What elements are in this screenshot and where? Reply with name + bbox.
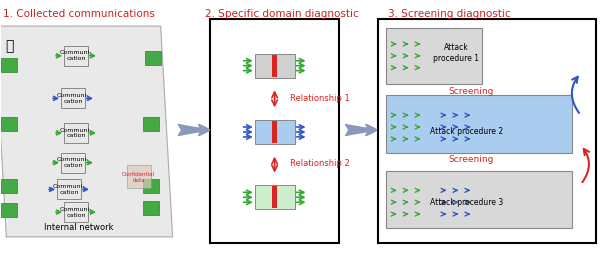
Text: Internal network: Internal network: [44, 223, 114, 232]
FancyBboxPatch shape: [143, 179, 158, 193]
FancyBboxPatch shape: [255, 120, 295, 144]
FancyBboxPatch shape: [255, 54, 295, 77]
FancyBboxPatch shape: [255, 185, 295, 209]
Text: Communi-
cation: Communi- cation: [53, 184, 85, 195]
Bar: [272, 55, 277, 77]
Text: Relationship 2: Relationship 2: [290, 159, 350, 168]
Text: Screening: Screening: [449, 87, 494, 96]
FancyBboxPatch shape: [211, 19, 339, 243]
FancyBboxPatch shape: [1, 117, 17, 131]
Text: Communi-
cation: Communi- cation: [60, 207, 92, 218]
FancyBboxPatch shape: [386, 28, 482, 83]
Text: 3. Screening diagnostic: 3. Screening diagnostic: [388, 9, 510, 19]
Text: Confidential
data: Confidential data: [122, 172, 155, 183]
FancyBboxPatch shape: [386, 171, 572, 228]
FancyBboxPatch shape: [377, 19, 596, 243]
FancyBboxPatch shape: [145, 51, 161, 65]
Bar: [272, 121, 277, 143]
FancyBboxPatch shape: [64, 46, 88, 66]
FancyBboxPatch shape: [1, 179, 17, 193]
Text: 2. Specific domain diagnostic: 2. Specific domain diagnostic: [205, 9, 359, 19]
FancyBboxPatch shape: [1, 58, 17, 72]
FancyBboxPatch shape: [61, 153, 85, 173]
Text: Relationship 1: Relationship 1: [290, 94, 350, 103]
Polygon shape: [0, 26, 173, 237]
Text: Communi-
cation: Communi- cation: [57, 93, 89, 104]
Text: Attack procedure 3: Attack procedure 3: [430, 198, 503, 207]
Bar: [272, 186, 277, 208]
FancyBboxPatch shape: [57, 179, 81, 199]
FancyBboxPatch shape: [127, 165, 151, 188]
FancyBboxPatch shape: [143, 117, 158, 131]
Text: Attack
procedure 1: Attack procedure 1: [433, 43, 479, 63]
FancyBboxPatch shape: [61, 88, 85, 108]
Text: 1. Collected communications: 1. Collected communications: [4, 9, 155, 19]
Text: 🐞: 🐞: [5, 39, 14, 53]
Text: Communi-
cation: Communi- cation: [57, 157, 89, 168]
FancyBboxPatch shape: [64, 202, 88, 222]
FancyBboxPatch shape: [64, 123, 88, 143]
Text: Communi-
cation: Communi- cation: [60, 50, 92, 61]
FancyBboxPatch shape: [386, 95, 572, 153]
Text: Screening: Screening: [449, 155, 494, 164]
FancyBboxPatch shape: [143, 201, 158, 215]
Text: Communi-
cation: Communi- cation: [60, 128, 92, 138]
FancyBboxPatch shape: [1, 203, 17, 217]
Text: Attack procedure 2: Attack procedure 2: [430, 127, 503, 136]
